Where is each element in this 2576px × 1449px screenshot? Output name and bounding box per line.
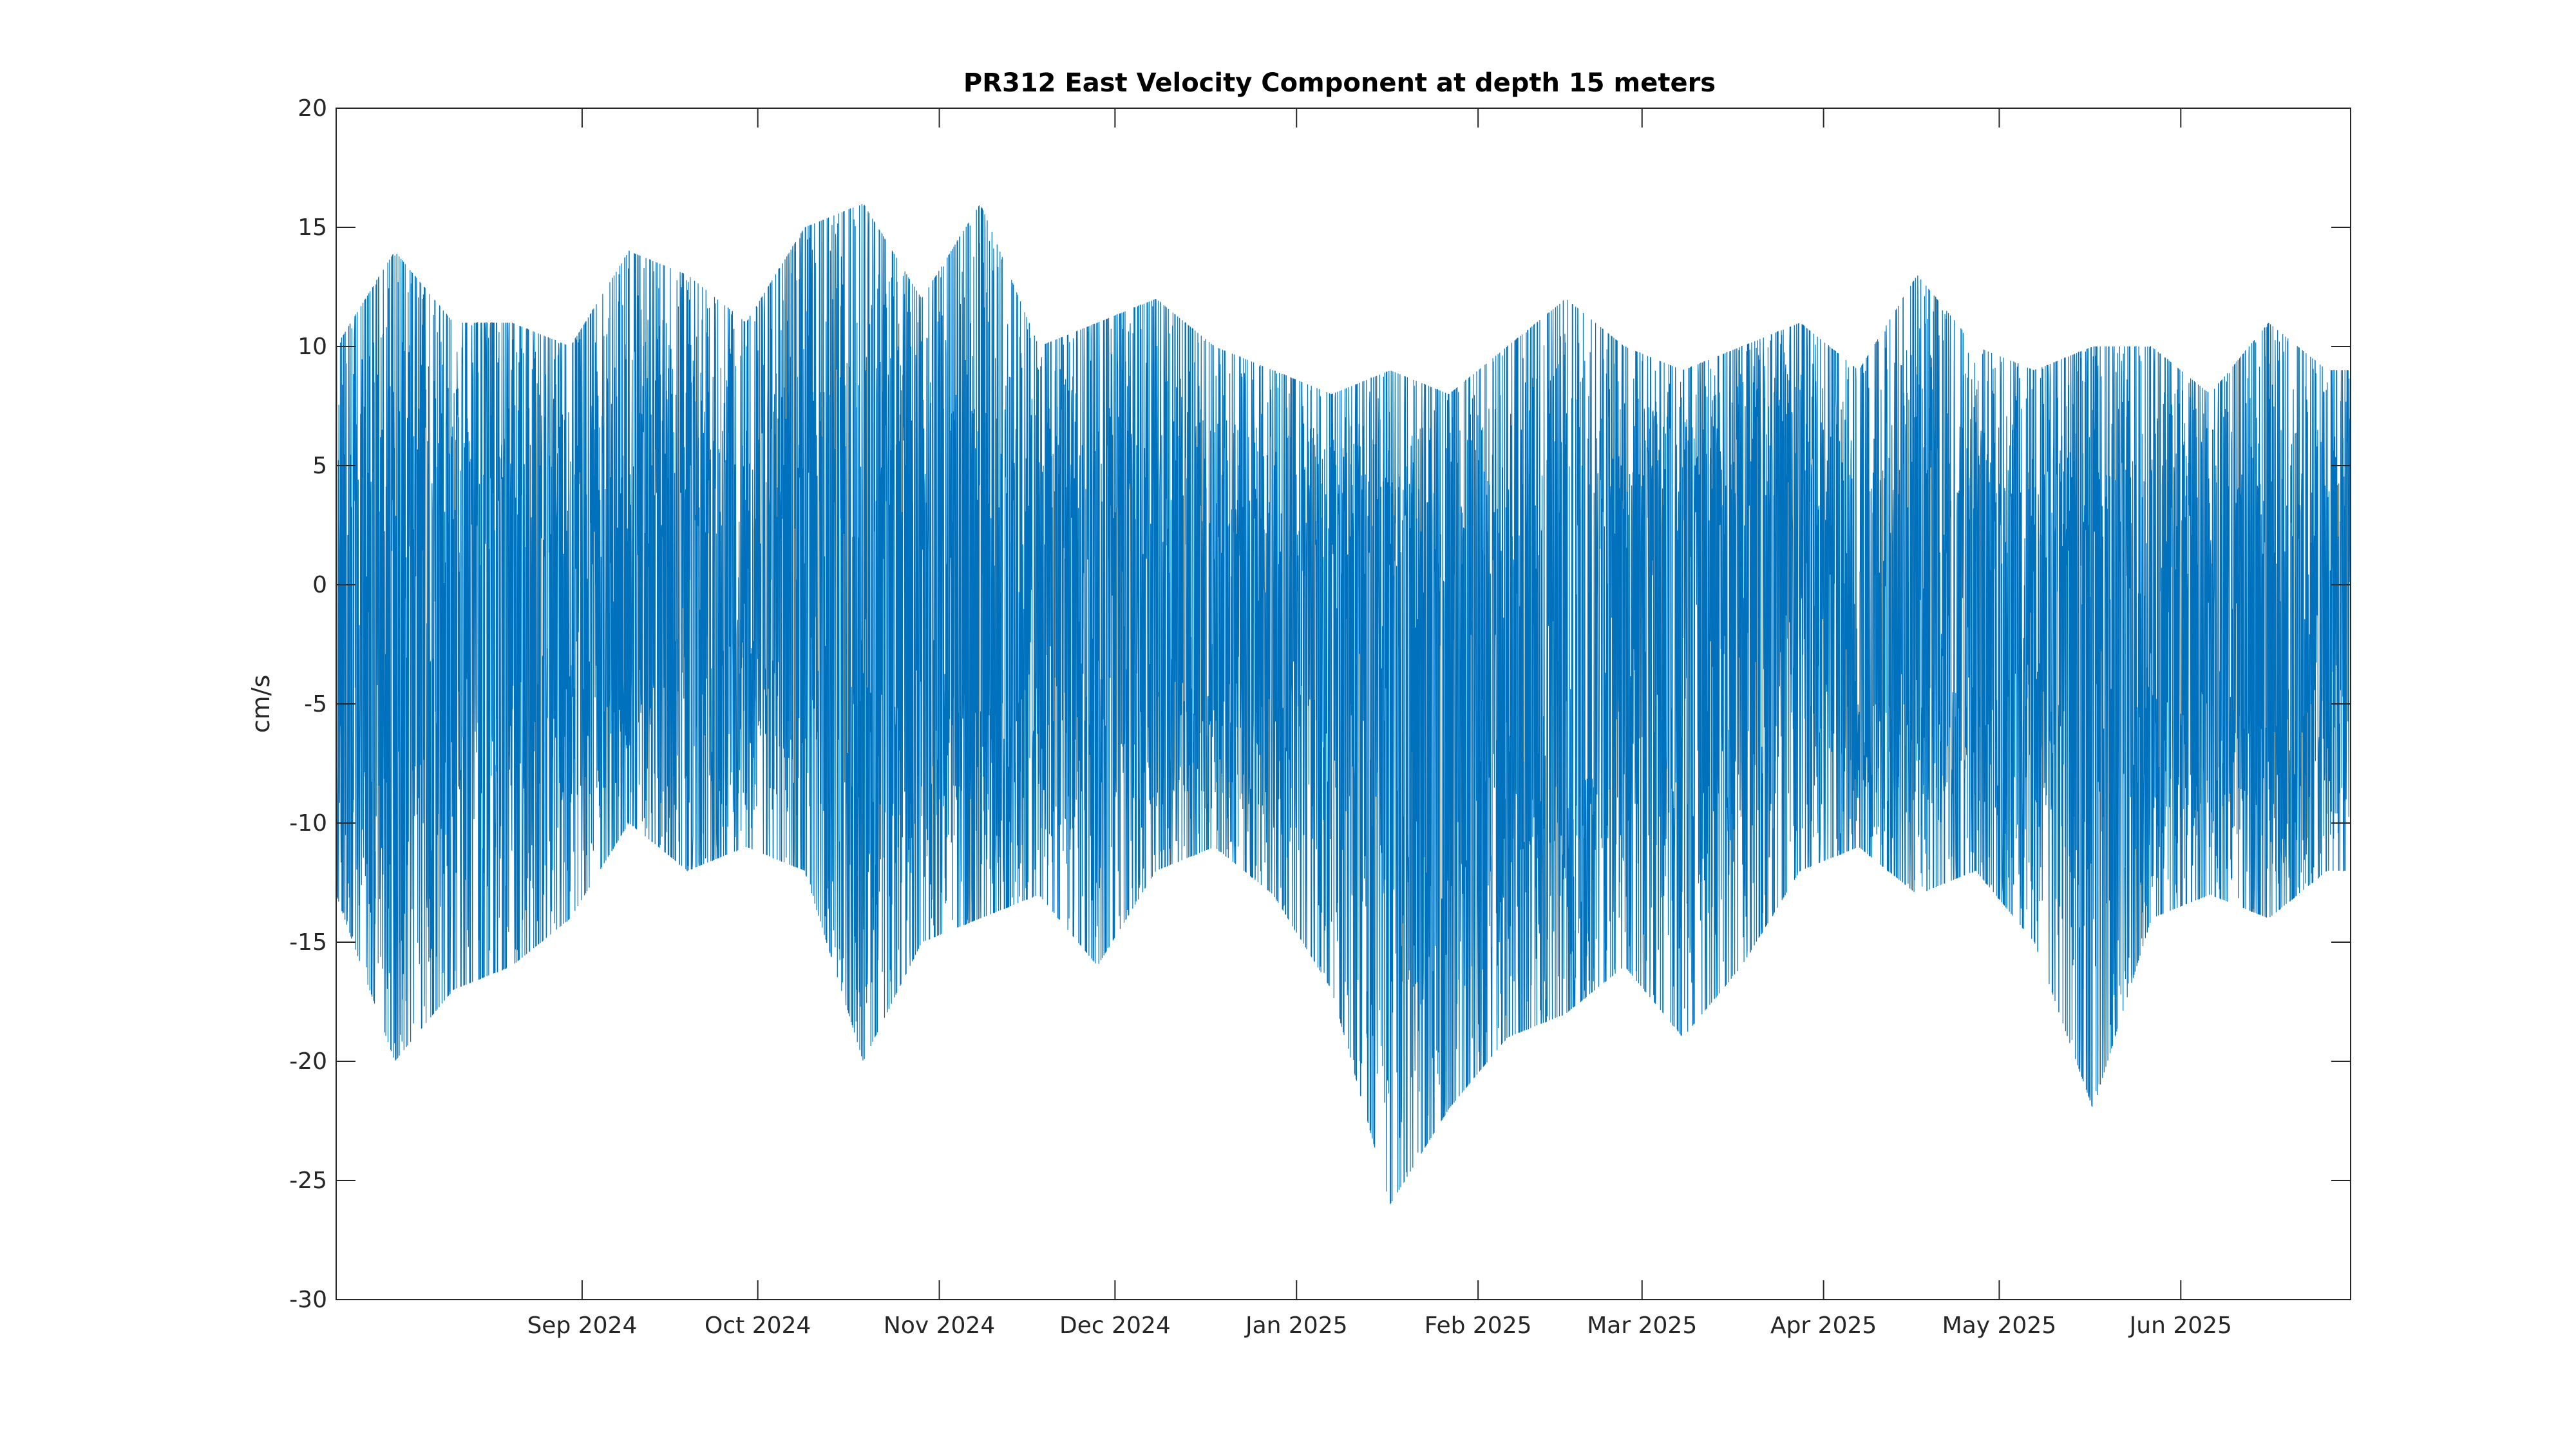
y-tick-label: -10 — [289, 810, 327, 837]
x-tick-label: Nov 2024 — [884, 1312, 995, 1339]
y-tick-label: -15 — [289, 929, 327, 956]
y-tick-label: -5 — [304, 691, 327, 717]
series-line — [336, 204, 2351, 1204]
y-tick-label: 0 — [312, 572, 327, 598]
x-tick-label: Dec 2024 — [1059, 1312, 1171, 1339]
y-tick-label: -30 — [289, 1287, 327, 1313]
x-tick-label: Jun 2025 — [2128, 1312, 2232, 1339]
y-axis: 20 15 10 5 0 -5 -10 -15 -20 -25 -30 — [289, 95, 2351, 1313]
x-tick-label: Jan 2025 — [1244, 1312, 1348, 1339]
y-tick-label: -25 — [289, 1168, 327, 1194]
y-tick-label: 10 — [298, 334, 327, 360]
series-layer — [336, 204, 2351, 1204]
x-tick-label: Mar 2025 — [1587, 1312, 1697, 1339]
x-tick-label: Feb 2025 — [1425, 1312, 1532, 1339]
x-tick-label: Oct 2024 — [705, 1312, 811, 1339]
x-tick-label: Sep 2024 — [527, 1312, 637, 1339]
x-tick-label: May 2025 — [1942, 1312, 2057, 1339]
x-axis: Sep 2024 Oct 2024 Nov 2024 Dec 2024 Jan 2025… — [527, 108, 2232, 1339]
y-tick-label: 5 — [312, 453, 327, 479]
y-tick-label: 20 — [298, 95, 327, 122]
y-tick-label: -20 — [289, 1048, 327, 1075]
x-tick-label: Apr 2025 — [1770, 1312, 1877, 1339]
y-axis-label: cm/s — [247, 675, 275, 734]
y-tick-label: 15 — [298, 214, 327, 241]
chart-title: PR312 East Velocity Component at depth 1… — [963, 68, 1716, 98]
